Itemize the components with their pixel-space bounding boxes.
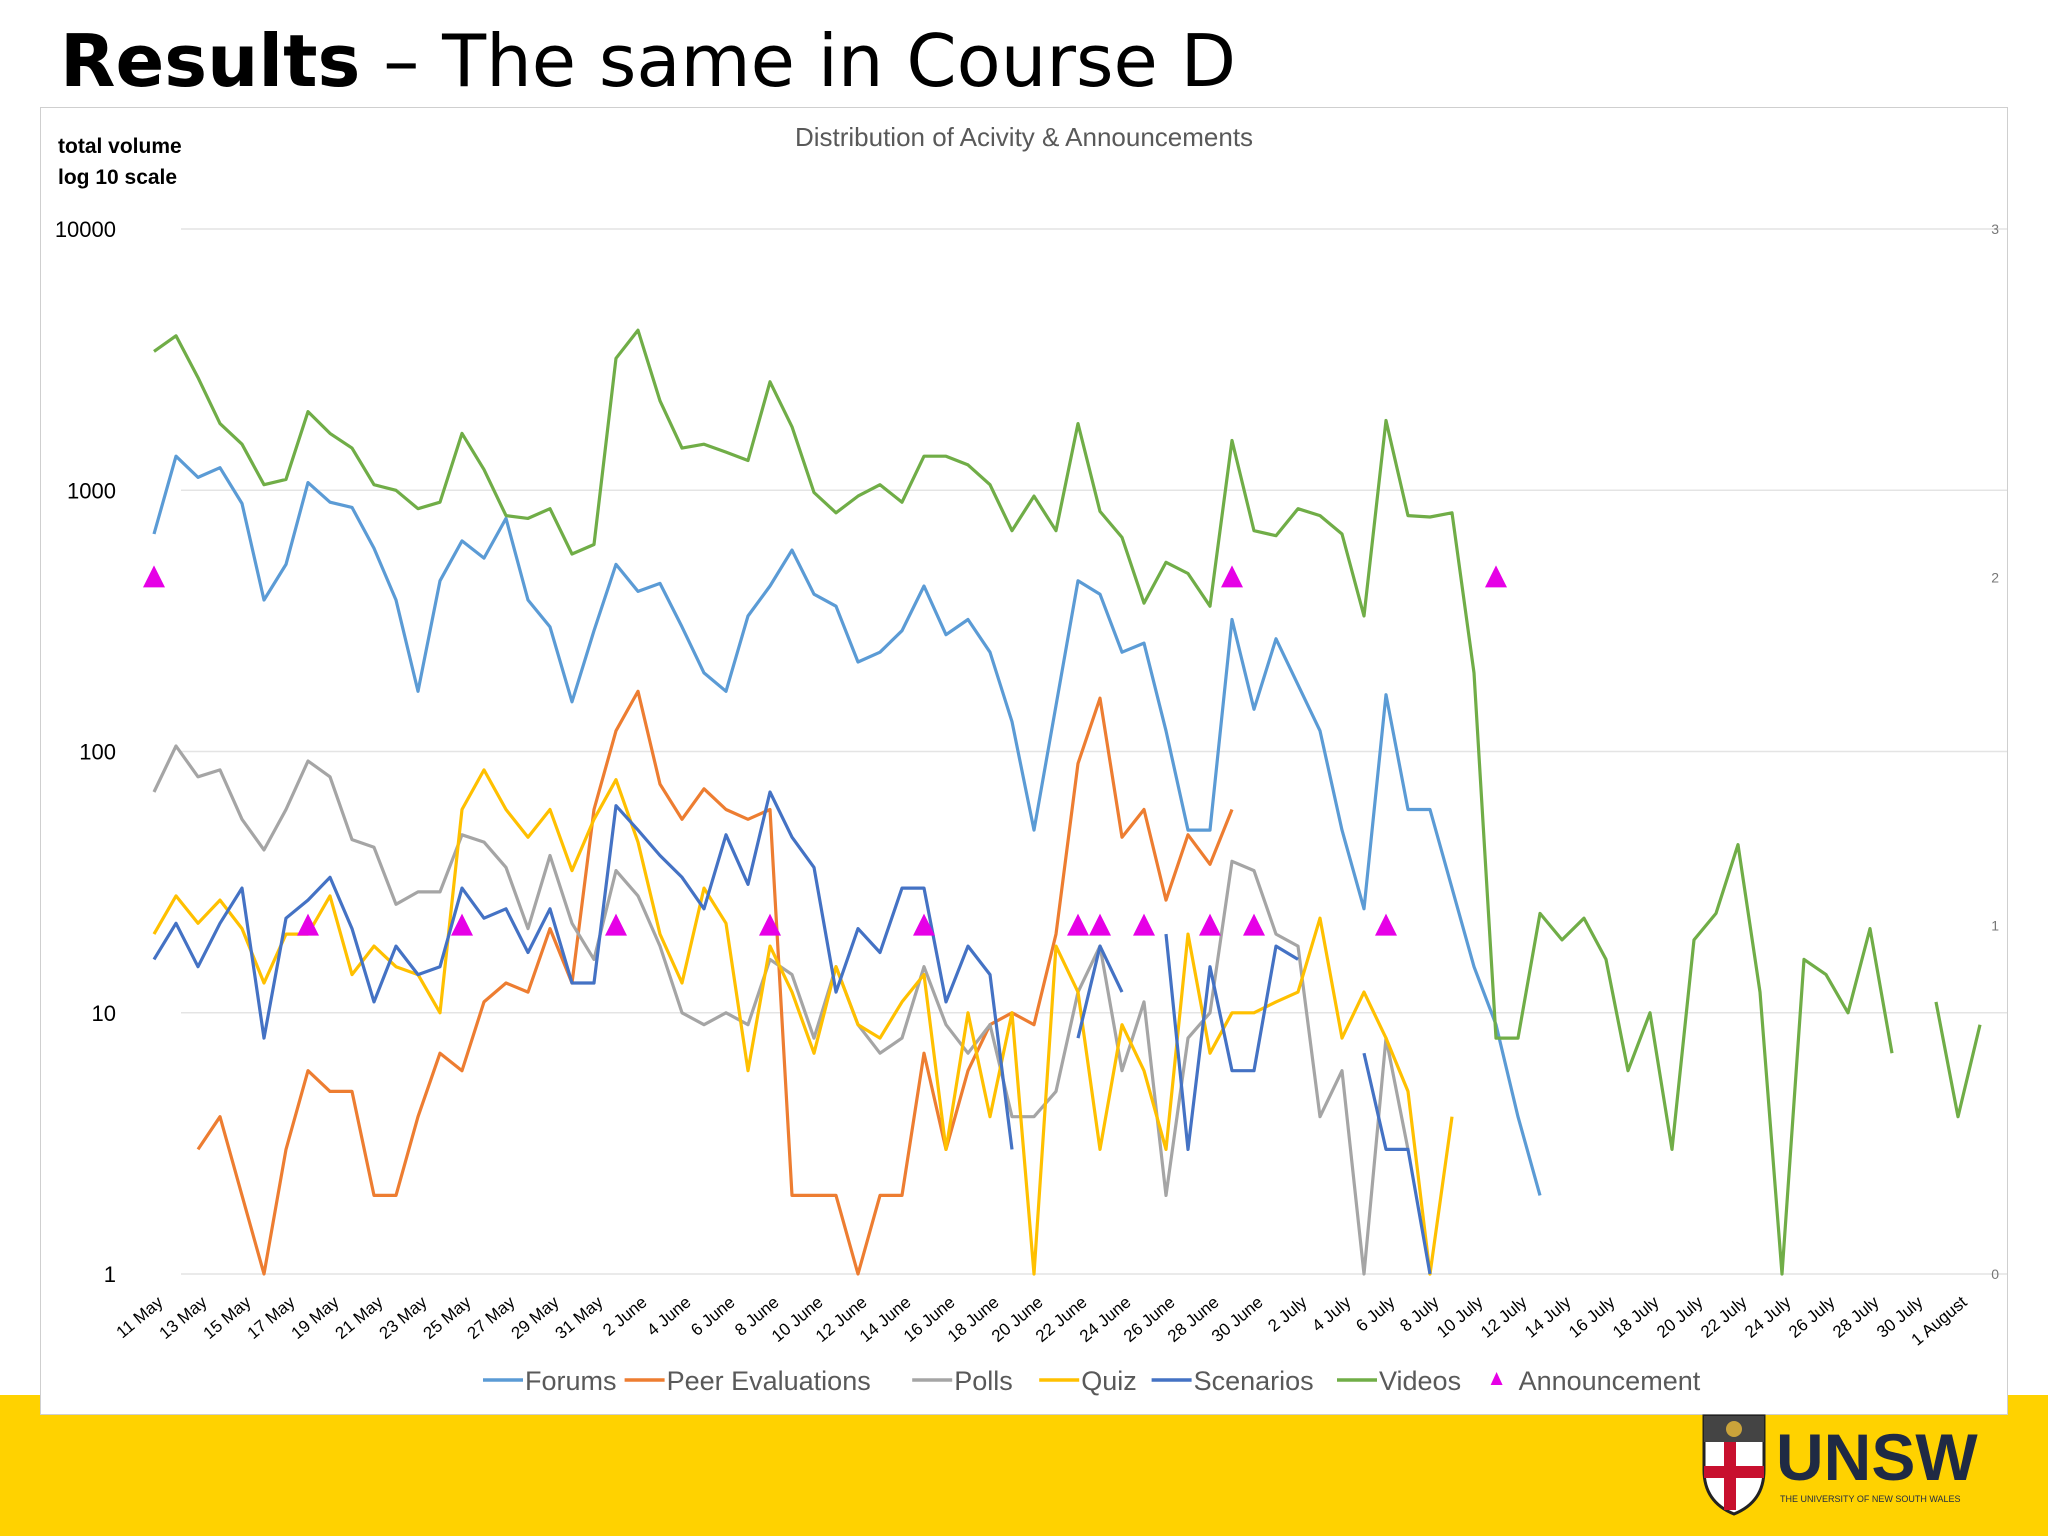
announcement-marker [913, 913, 935, 936]
x-tick-label: 2 June [599, 1293, 650, 1340]
x-tick-label: 26 July [1785, 1292, 1839, 1341]
announcement-marker [1133, 913, 1155, 936]
y-axis-label-line: log 10 scale [58, 166, 177, 189]
legend-label: Videos [1379, 1366, 1461, 1396]
unsw-wordmark: UNSW [1776, 1420, 1978, 1494]
unsw-crest-icon [1702, 1414, 1766, 1516]
x-tick-label: 14 July [1521, 1292, 1575, 1341]
series-line-scenarios [1362, 1052, 1432, 1275]
series-line-scenarios [152, 790, 1014, 1150]
y-tick-label: 10 [92, 1001, 116, 1026]
announcement-marker [759, 913, 781, 936]
chart-svg: Distribution of Acivity & Announcements t… [55, 122, 2007, 1396]
x-tick-label: 18 July [1609, 1292, 1663, 1341]
announcement-marker [1375, 913, 1397, 936]
announcement-marker [1243, 913, 1265, 936]
announcement-marker [1485, 565, 1507, 588]
slide-title-rest: – The same in Course D [360, 19, 1237, 103]
x-tick-label: 17 May [244, 1292, 299, 1343]
x-tick-label: 10 July [1433, 1292, 1487, 1341]
y2-tick-label: 0 [1991, 1266, 1999, 1282]
unsw-subtitle: THE UNIVERSITY OF NEW SOUTH WALES [1780, 1494, 1961, 1504]
series-line-quiz [152, 768, 1454, 1276]
x-tick-label: 27 May [464, 1292, 519, 1343]
x-tick-label: 20 July [1653, 1292, 1707, 1341]
y-tick-label: 10000 [55, 217, 116, 242]
y-tick-label: 1000 [67, 478, 116, 503]
x-tick-label: 29 May [508, 1292, 563, 1343]
x-tick-label: 25 May [420, 1292, 475, 1343]
x-tick-label: 6 June [687, 1293, 738, 1340]
x-tick-label: 21 May [332, 1292, 387, 1343]
announcement-marker [143, 565, 165, 588]
legend-marker-announcement [1490, 1372, 1503, 1385]
announcement-marker [1089, 913, 1111, 936]
y2-tick-label: 2 [1991, 569, 1999, 585]
chart-panel: Distribution of Acivity & Announcements t… [40, 107, 2008, 1415]
series-line-peer-evaluations [196, 689, 1234, 1276]
legend-label: Peer Evaluations [667, 1366, 871, 1396]
series-line-videos [153, 328, 1894, 1276]
x-tick-label: 28 July [1829, 1292, 1883, 1341]
series-line-scenarios [1164, 933, 1299, 1152]
x-tick-label: 22 July [1697, 1292, 1751, 1341]
slide-title-bold: Results [60, 19, 361, 103]
unsw-logo: UNSW THE UNIVERSITY OF NEW SOUTH WALES [1702, 1414, 1978, 1516]
x-tick-label: 2 July [1264, 1292, 1311, 1335]
announcement-marker [451, 913, 473, 936]
x-tick-label: 15 May [200, 1292, 255, 1343]
x-tick-label: 6 July [1352, 1292, 1399, 1335]
legend-label: Scenarios [1194, 1366, 1314, 1396]
x-tick-label: 31 May [552, 1292, 607, 1343]
x-tick-label: 23 May [376, 1292, 431, 1343]
chart-title: Distribution of Acivity & Announcements [795, 122, 1253, 152]
series-line-forums [152, 454, 1542, 1196]
x-tick-label: 4 June [643, 1293, 694, 1340]
announcement-marker [1199, 913, 1221, 936]
x-tick-label: 19 May [288, 1292, 343, 1343]
announcement-marker [297, 913, 319, 936]
y-axis-label-line: total volume [58, 135, 182, 158]
y2-tick-label: 3 [1991, 221, 1999, 237]
legend-label: Announcement [1519, 1366, 1701, 1396]
slide-title: Results – The same in Course D [60, 18, 1236, 104]
x-tick-label: 12 July [1477, 1292, 1531, 1341]
y2-tick-label: 1 [1991, 918, 1999, 934]
x-tick-label: 13 May [156, 1292, 211, 1343]
x-tick-label: 4 July [1308, 1292, 1355, 1335]
series-line-videos [1934, 1001, 1982, 1119]
legend-label: Forums [525, 1366, 617, 1396]
legend-label: Quiz [1081, 1366, 1137, 1396]
series-line-scenarios [1076, 944, 1124, 1039]
announcement-marker [1067, 913, 1089, 936]
y-tick-label: 100 [79, 740, 116, 765]
announcement-marker [1221, 565, 1243, 588]
y-tick-label: 1 [104, 1262, 116, 1287]
x-tick-label: 11 May [113, 1292, 167, 1342]
legend-label: Polls [954, 1366, 1013, 1396]
announcement-marker [605, 913, 627, 936]
x-tick-label: 16 July [1565, 1292, 1619, 1341]
x-tick-label: 24 July [1741, 1292, 1795, 1341]
